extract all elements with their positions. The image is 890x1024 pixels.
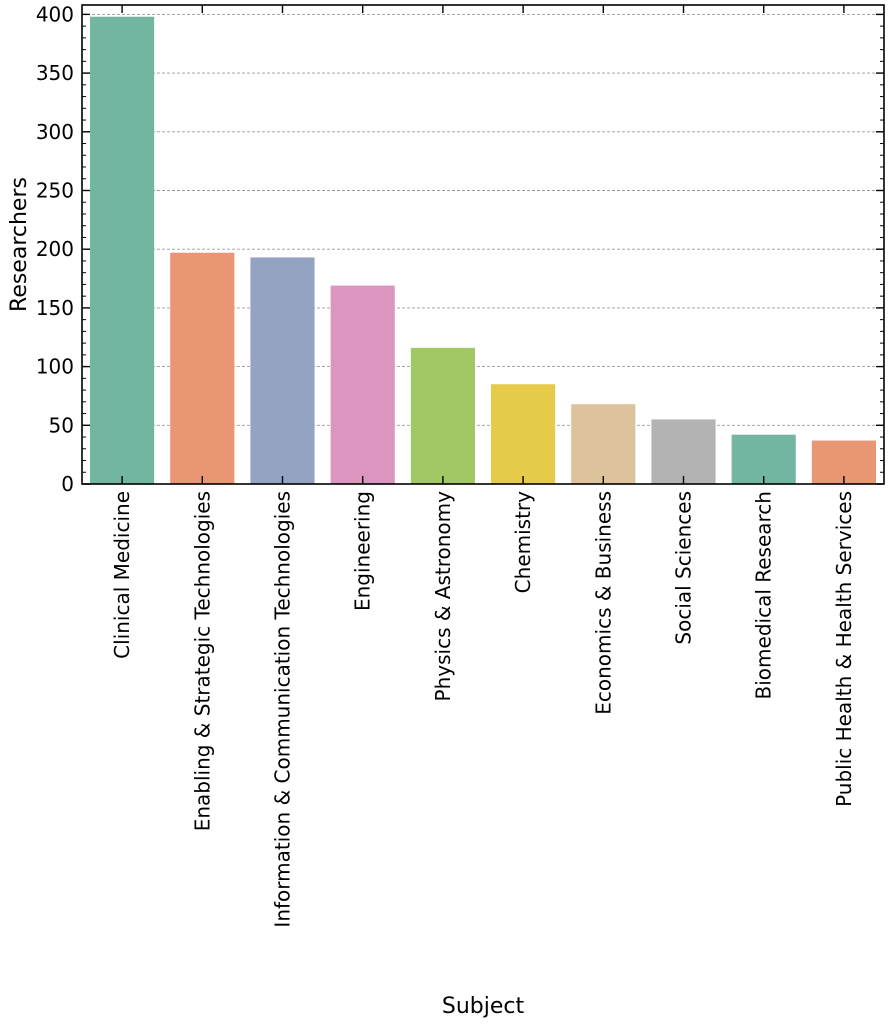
bar-social-sciences xyxy=(651,419,716,484)
x-tick-labels: Clinical Medicine Enabling & Strategic Te… xyxy=(110,491,856,928)
plot-frame xyxy=(81,4,885,485)
y-tick-label: 100 xyxy=(36,355,74,379)
y-tick-label: 150 xyxy=(36,296,74,320)
bars xyxy=(90,16,876,484)
bar-biomedical-research xyxy=(731,434,796,484)
x-tick-label: Economics & Business xyxy=(591,491,615,715)
y-tick-label: 50 xyxy=(49,413,74,437)
bar-economics-business xyxy=(571,404,636,484)
x-tick-label: Public Health & Health Services xyxy=(832,491,856,807)
y-tick-label: 300 xyxy=(36,120,74,144)
y-tick-label: 200 xyxy=(36,237,74,261)
y-tick-label: 400 xyxy=(36,2,74,26)
bar-engineering xyxy=(330,285,395,484)
ticks xyxy=(82,5,884,485)
bar-clinical-medicine xyxy=(90,16,155,484)
x-tick-label: Information & Communication Technologies xyxy=(271,491,295,928)
x-tick-label: Biomedical Research xyxy=(752,491,776,699)
x-tick-label: Social Sciences xyxy=(672,491,696,645)
y-tick-label: 0 xyxy=(61,472,74,496)
x-tick-label: Chemistry xyxy=(511,491,535,593)
bar-enabling-strategic-technologies xyxy=(170,252,235,484)
x-tick-label: Enabling & Strategic Technologies xyxy=(190,491,214,831)
x-axis-title: Subject xyxy=(442,994,525,1019)
y-tick-label: 250 xyxy=(36,178,74,202)
gridlines xyxy=(82,13,884,426)
y-axis-title: Researchers xyxy=(7,177,32,312)
y-tick-labels: 0 50 100 150 200 250 300 350 400 xyxy=(36,2,74,496)
bar-chemistry xyxy=(491,384,556,484)
y-tick-label: 350 xyxy=(36,61,74,85)
bar-physics-astronomy xyxy=(410,347,475,484)
x-tick-label: Clinical Medicine xyxy=(110,491,134,659)
bar-information-communication-technologies xyxy=(250,257,315,484)
x-tick-label: Engineering xyxy=(351,491,375,611)
x-tick-label: Physics & Astronomy xyxy=(431,491,455,702)
